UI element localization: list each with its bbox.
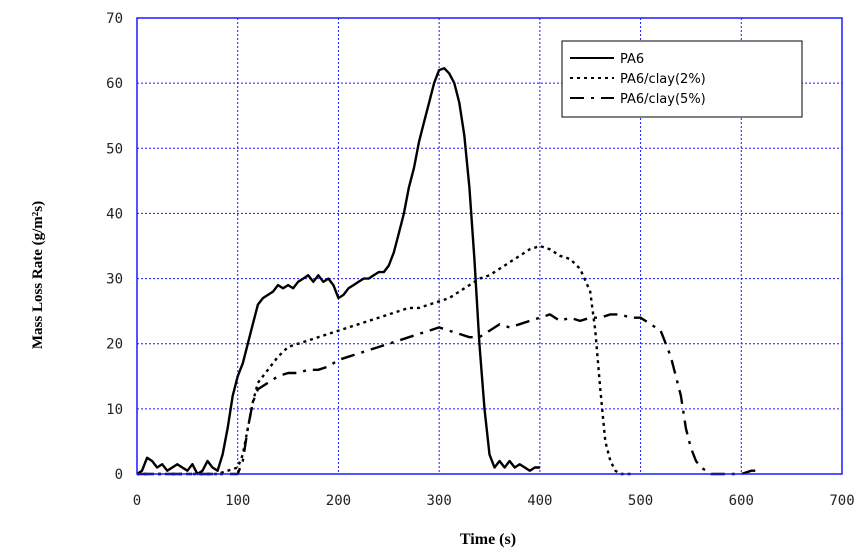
- y-tick-label: 30: [106, 272, 123, 288]
- x-tick-label: 0: [133, 493, 141, 509]
- y-tick-label: 0: [115, 467, 123, 483]
- series-line-2: [137, 244, 631, 476]
- tick-labels: 0 100 200 300 400 500 600 700 0 10 20 30 40 50 60 70: [106, 11, 855, 509]
- x-tick-label: 700: [829, 493, 854, 509]
- plot-frame: [136, 17, 843, 475]
- legend-box: [561, 40, 803, 118]
- y-tick-label: 40: [106, 206, 123, 222]
- x-tick-label: 600: [729, 493, 754, 509]
- y-tick-label: 60: [106, 76, 123, 92]
- legend: PA6 PA6/clay(2%) PA6/clay(5%): [561, 40, 803, 118]
- legend-label: PA6/clay(5%): [620, 92, 706, 107]
- x-tick-label: 200: [326, 493, 351, 509]
- x-axis-label: Time (s): [460, 531, 516, 548]
- y-axis-label: Mass Loss Rate (g/m²s): [30, 201, 46, 349]
- x-tick-label: 300: [426, 493, 451, 509]
- y-tick-label: 20: [106, 337, 123, 353]
- y-tick-label: 70: [106, 11, 123, 27]
- x-tick-label: 500: [628, 493, 653, 509]
- series-layer: [136, 66, 762, 476]
- x-tick-label: 100: [225, 493, 250, 509]
- legend-label: PA6/clay(2%): [620, 72, 706, 87]
- series-line-3: [137, 313, 762, 476]
- y-tick-label: 10: [106, 402, 123, 418]
- series-line-1: [136, 66, 540, 476]
- legend-label: PA6: [620, 52, 644, 67]
- x-tick-label: 400: [527, 493, 552, 509]
- y-tick-label: 50: [106, 141, 123, 157]
